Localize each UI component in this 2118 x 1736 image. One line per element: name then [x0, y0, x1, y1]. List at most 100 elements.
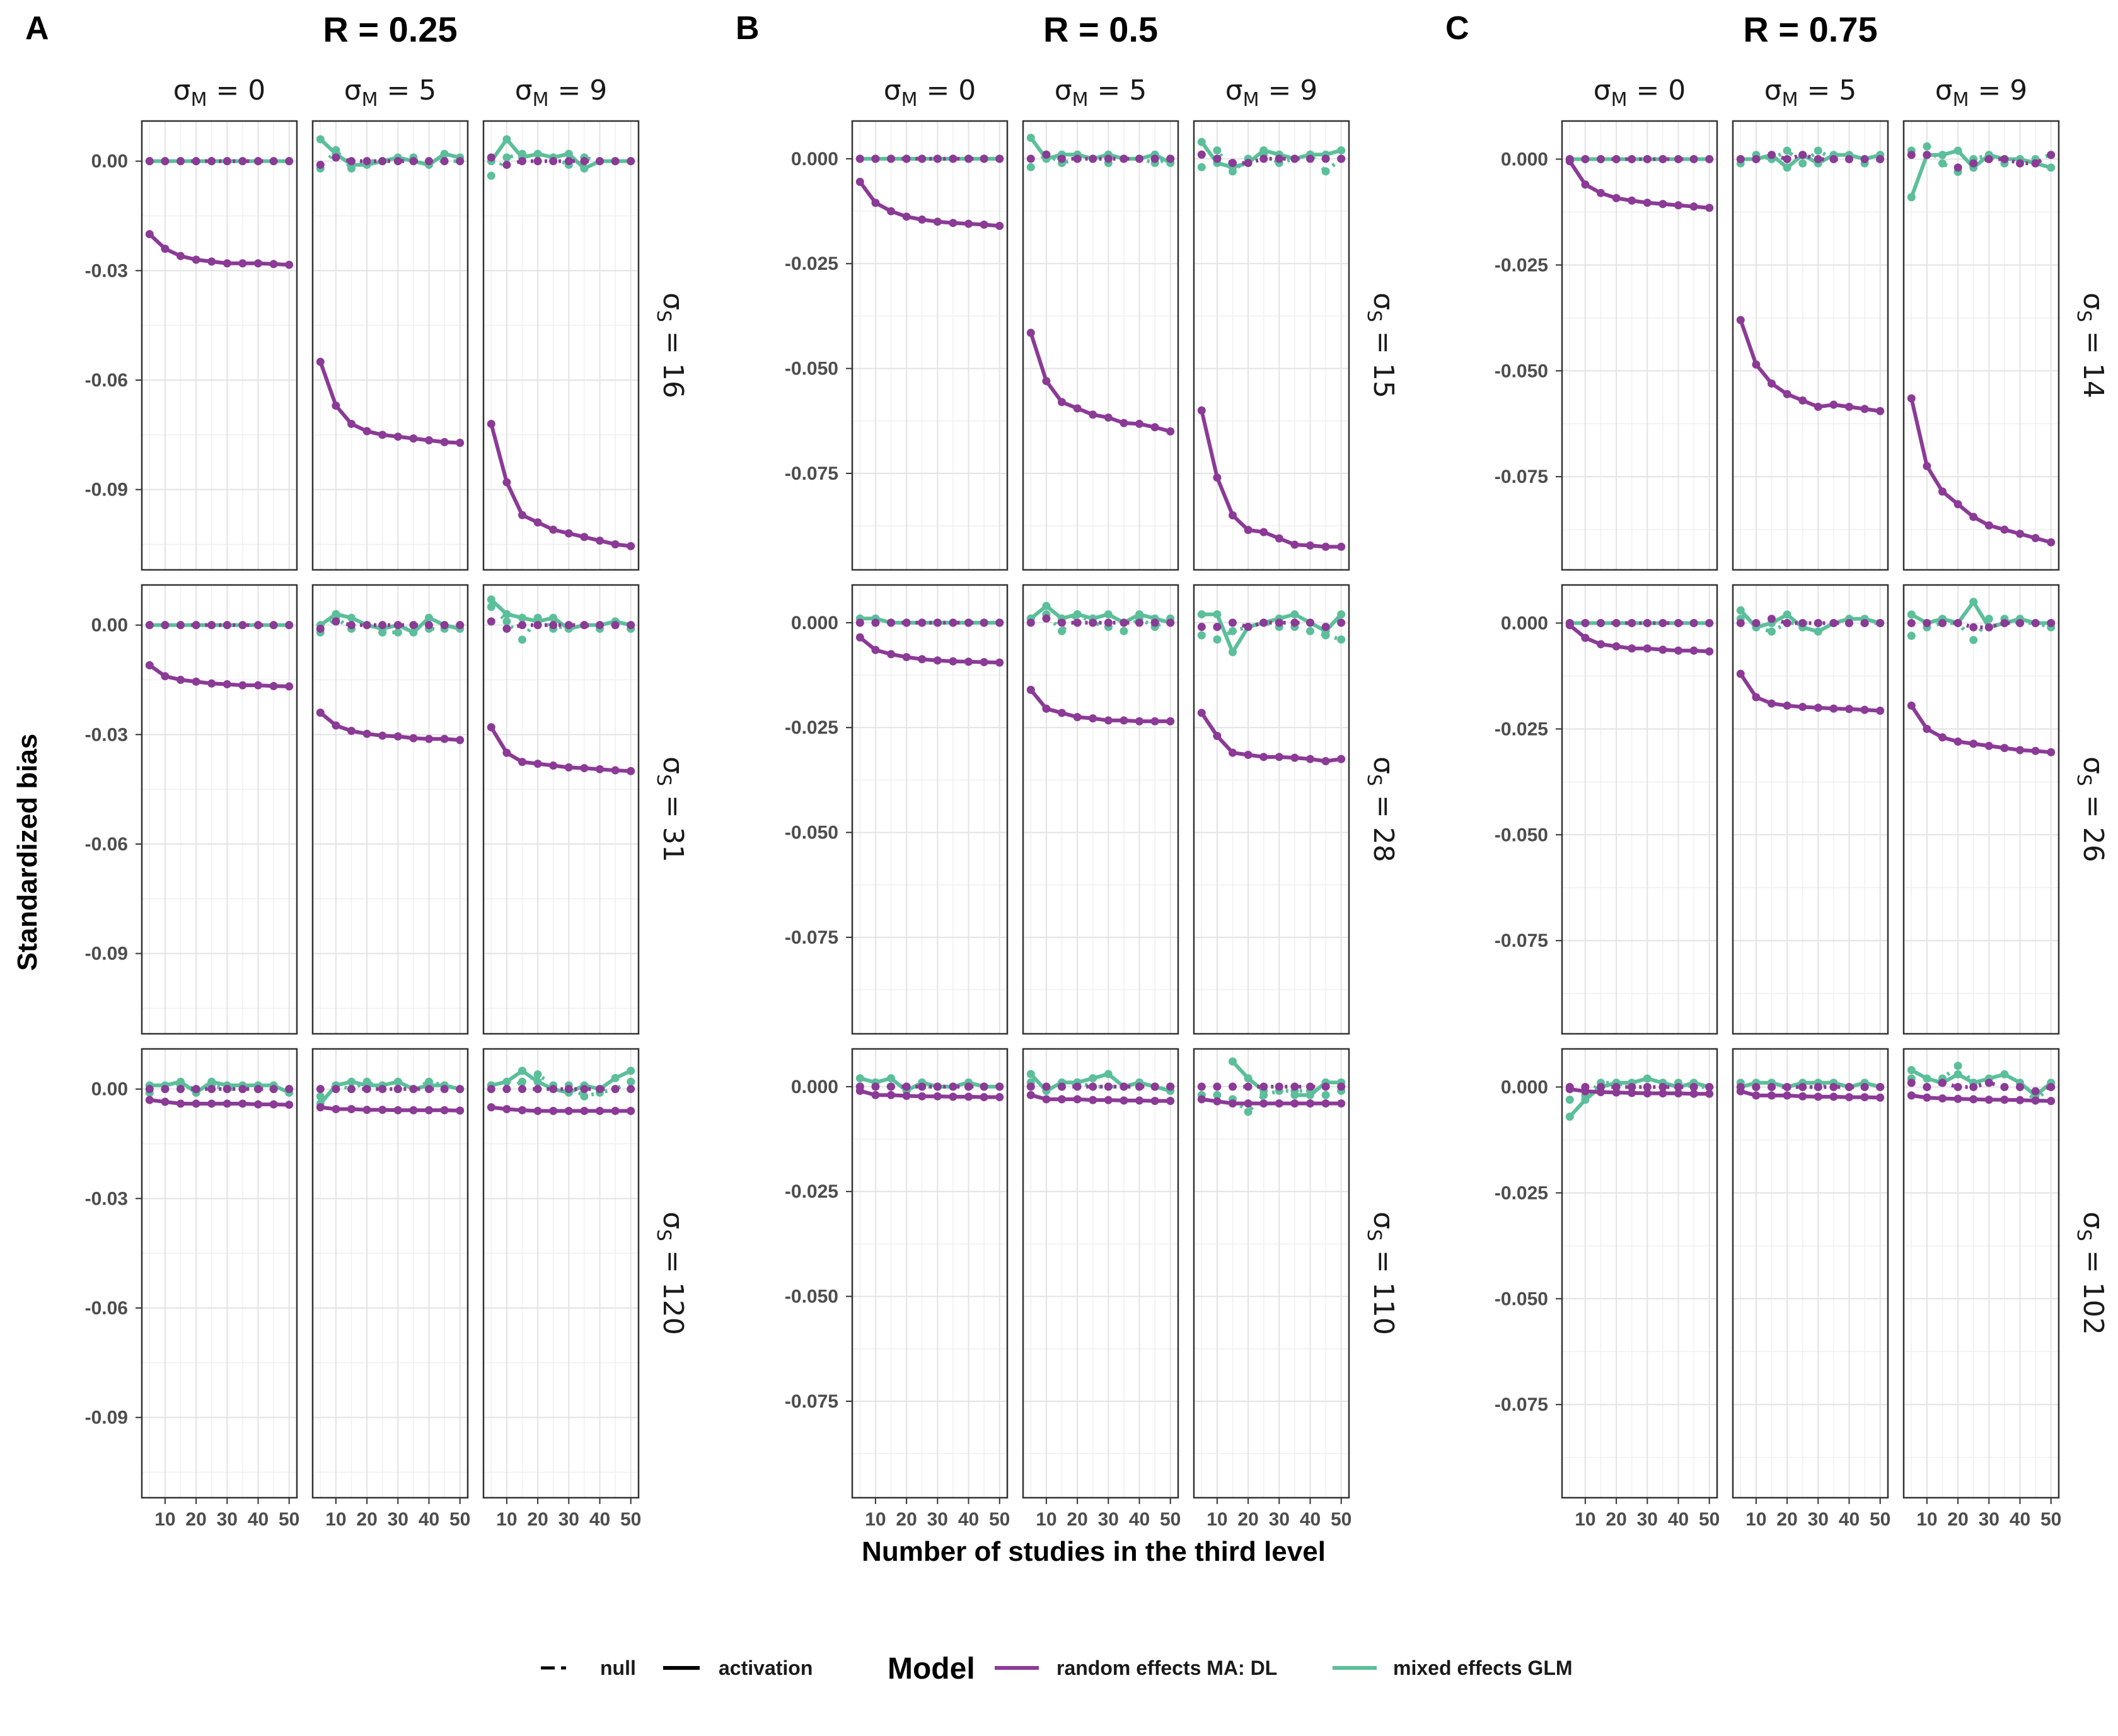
glm-null-point: [1814, 146, 1822, 155]
dl-null-point: [549, 157, 558, 166]
dl-activation-point: [1798, 1092, 1807, 1101]
panel-b-ytick-label: 0.000: [791, 149, 838, 170]
glm-null-point: [1969, 635, 1978, 644]
dl-activation-point: [2000, 1096, 2009, 1104]
panel-b-facet-r1-c0: [851, 584, 1009, 1035]
dl-null-point: [1860, 154, 1869, 163]
dl-null-point: [1244, 159, 1253, 168]
dl-activation-point: [1814, 1092, 1822, 1101]
dl-activation-line: [318, 361, 460, 445]
dl-null-point: [918, 1082, 927, 1091]
dl-null-point: [611, 1085, 620, 1094]
dl-null-point: [1674, 618, 1682, 627]
panel-a-ytick-label: -0.09: [85, 944, 128, 964]
facet-background: [313, 1049, 468, 1498]
dl-activation-line: [1568, 623, 1710, 654]
dl-activation-point: [1736, 1087, 1745, 1096]
panel-a-ytick-label: -0.09: [85, 1408, 128, 1428]
xtick-label: 50: [1870, 1509, 1890, 1530]
panel-b-ytick-label: -0.025: [785, 253, 838, 274]
dl-null-point: [192, 157, 200, 166]
xtick-label: 20: [1947, 1509, 1968, 1530]
panel-c-facet-r0-c0: [1561, 120, 1718, 571]
dl-null-point: [1104, 618, 1113, 627]
dl-null-point: [564, 157, 573, 166]
dl-null-point: [1213, 623, 1222, 632]
panel-a-ytick-label: -0.03: [85, 260, 128, 281]
dl-null-point: [596, 1085, 604, 1094]
dl-activation-point: [1752, 360, 1761, 369]
panel-c-facet-r1-c0: [1561, 584, 1718, 1035]
glm-null-point: [393, 628, 402, 637]
dl-null-point: [580, 1085, 589, 1094]
dl-activation-point: [1938, 733, 1947, 742]
dl-activation-point: [1689, 1089, 1698, 1098]
xtick-label: 10: [1575, 1509, 1595, 1530]
dl-activation-point: [1337, 542, 1346, 551]
dl-activation-point: [549, 1106, 558, 1115]
dl-null-point: [425, 1085, 433, 1094]
panel-b-col-strip-2: σM = 9: [1225, 74, 1318, 111]
panel-b-ytick-label: -0.075: [785, 463, 838, 484]
dl-null-point: [1073, 154, 1082, 163]
facet-border: [1902, 120, 2060, 571]
dl-activation-point: [564, 1106, 573, 1115]
dl-null-point: [1229, 618, 1237, 627]
dl-null-point: [995, 618, 1004, 627]
dl-activation-point: [1026, 685, 1035, 694]
dl-null-point: [887, 154, 895, 163]
glm-activation-point: [1938, 151, 1947, 159]
dl-null-point: [502, 624, 511, 633]
glm-null-point: [1026, 163, 1035, 171]
dl-null-point: [918, 154, 927, 163]
dl-null-point: [1752, 154, 1761, 163]
dl-null-point: [1290, 1082, 1299, 1091]
dl-null-point: [2016, 1082, 2024, 1091]
glm-null-point: [502, 153, 511, 162]
panel-a-row-strip-2: σS = 120: [652, 1212, 689, 1335]
xtick-label: 10: [1745, 1509, 1766, 1530]
dl-null-point: [362, 621, 371, 630]
dl-null-point: [456, 621, 465, 630]
dl-null-line: [1201, 620, 1342, 629]
dl-activation-point: [1120, 1096, 1128, 1105]
dl-activation-point: [596, 1106, 604, 1115]
dl-activation-point: [533, 1106, 542, 1115]
dl-activation-point: [1150, 717, 1159, 726]
dl-null-point: [440, 1085, 449, 1094]
dl-null-point: [207, 157, 216, 166]
dl-null-point: [902, 154, 911, 163]
glm-activation-point: [1643, 1074, 1652, 1083]
xtick-label: 50: [1160, 1509, 1181, 1530]
dl-activation-point: [347, 419, 356, 428]
dl-null-point: [1135, 618, 1143, 627]
facet-border: [1902, 1048, 2060, 1499]
glm-activation-point: [425, 613, 433, 622]
dl-activation-point: [1674, 646, 1682, 655]
dl-null-point: [238, 157, 247, 166]
dl-null-point: [1984, 623, 1993, 632]
glm-null-point: [1953, 1062, 1962, 1070]
glm-activation-point: [409, 628, 418, 637]
dl-null-point: [871, 618, 880, 627]
panel-b-row-strip-0: σS = 15: [1363, 292, 1399, 398]
glm-null-point: [1768, 627, 1776, 636]
panel-c-row-strip-1: σS = 26: [2073, 756, 2109, 862]
dl-activation-point: [393, 732, 402, 741]
dl-activation-point: [1089, 1096, 1097, 1104]
dl-null-point: [1876, 154, 1885, 163]
dl-null-point: [1306, 154, 1314, 163]
glm-null-point: [1120, 627, 1128, 635]
xtick-label: 30: [1269, 1509, 1290, 1530]
dl-activation-point: [1073, 713, 1082, 722]
xtick-label: 40: [2010, 1509, 2030, 1530]
dl-activation-point: [1752, 693, 1761, 702]
dl-null-point: [1768, 615, 1776, 623]
panel-b-title: R = 0.5: [1043, 9, 1158, 49]
dl-null-point: [269, 621, 278, 630]
dl-activation-point: [627, 1106, 635, 1115]
dl-activation-point: [145, 229, 154, 238]
dl-null-point: [145, 1085, 154, 1094]
dl-activation-point: [1197, 406, 1206, 415]
dl-activation-point: [238, 1099, 247, 1108]
